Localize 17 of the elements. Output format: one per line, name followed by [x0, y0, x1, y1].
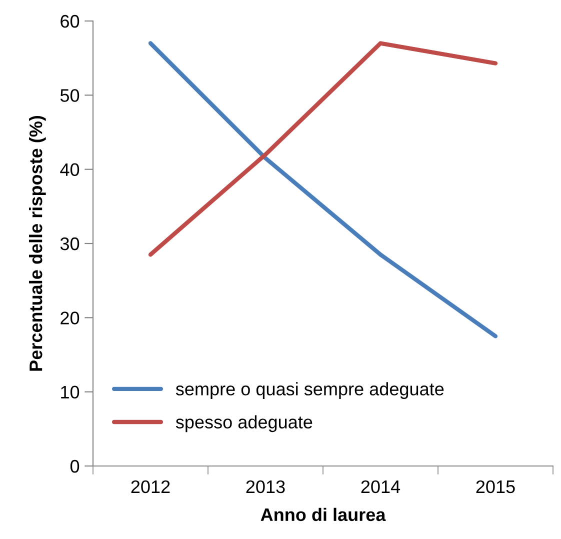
x-tick-label: 2013 [246, 480, 285, 494]
y-tick-label: 60 [60, 14, 80, 28]
y-tick-label: 10 [61, 386, 80, 399]
y-axis-title: Percentuale delle risposte (%) [29, 116, 46, 371]
x-tick-label: 2014 [361, 480, 400, 494]
y-tick-label: 30 [60, 237, 80, 250]
y-tick-label: 50 [60, 89, 80, 102]
y-tick-label: 40 [60, 163, 80, 176]
y-tick-label: 20 [60, 312, 80, 324]
x-tick-label: 2012 [131, 480, 170, 494]
x-tick-label: 2015 [476, 480, 515, 494]
x-axis-title: Anno di laurea [260, 508, 386, 522]
legend-label: spesso adeguate [176, 415, 312, 432]
line-series [148, 41, 498, 257]
y-tick-label: 0 [70, 460, 80, 473]
legend-label: sempre o quasi sempre adeguate [176, 382, 444, 399]
line-series [148, 41, 498, 338]
